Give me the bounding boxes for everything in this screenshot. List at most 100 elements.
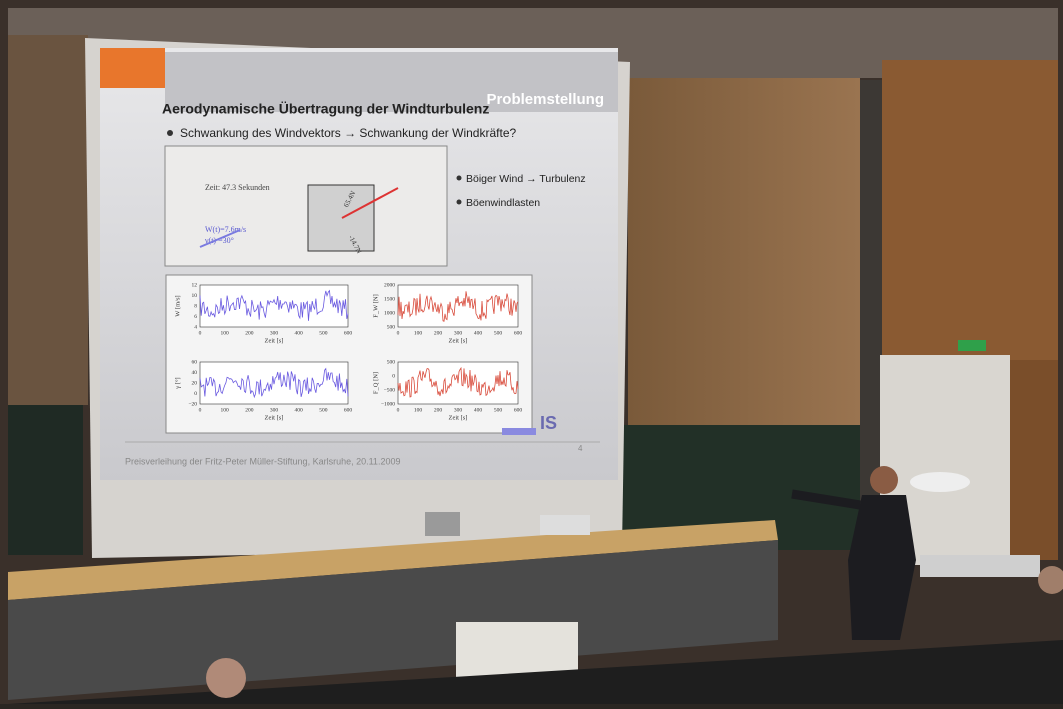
audience-head — [206, 658, 246, 698]
x-tick-label: 300 — [454, 330, 463, 336]
y-tick-label: −500 — [384, 387, 396, 393]
x-tick-label: 100 — [414, 407, 423, 413]
chalkboard-left — [8, 405, 83, 555]
x-tick-label: 200 — [245, 407, 254, 413]
x-tick-label: 100 — [221, 330, 230, 336]
presenter-arm — [791, 489, 861, 510]
y-tick-label: 1500 — [384, 296, 395, 302]
exit-sign — [958, 340, 986, 351]
x-tick-label: 600 — [514, 330, 523, 336]
seat-rows — [8, 640, 1063, 704]
slide-header: Problemstellung — [486, 91, 604, 108]
plot-signal — [397, 366, 519, 398]
wind-arrow — [199, 229, 241, 248]
x-tick-label: 200 — [434, 330, 443, 336]
y-tick-label: 0 — [194, 391, 197, 397]
slide-accent — [100, 48, 165, 88]
y-axis-label: γ [°] — [174, 377, 181, 389]
animation-box — [164, 145, 448, 267]
x-axis-label: Zeit [s] — [449, 337, 468, 344]
x-tick-label: 600 — [344, 407, 353, 413]
x-tick-label: 400 — [295, 407, 304, 413]
slide-bullet: Schwankung des Windvektors → Schwankung … — [180, 126, 516, 140]
x-tick-label: 500 — [494, 330, 503, 336]
pillar — [860, 80, 882, 530]
right-door — [1010, 360, 1058, 560]
x-tick-label: 400 — [474, 407, 483, 413]
bullet-dot — [456, 175, 462, 181]
x-axis-label: Zeit [s] — [449, 414, 468, 421]
y-tick-label: 20 — [192, 380, 198, 386]
structure-square — [307, 184, 375, 252]
y-tick-label: 6 — [194, 314, 197, 320]
laptop — [425, 512, 460, 536]
plot-signal — [199, 367, 349, 399]
y-tick-label: −1000 — [381, 401, 395, 407]
slide-title: Aerodynamische Übertragung der Windturbu… — [162, 101, 489, 117]
x-tick-label: 600 — [514, 407, 523, 413]
x-tick-label: 200 — [434, 407, 443, 413]
plot-axes — [397, 284, 519, 328]
plot-signal — [397, 291, 519, 322]
sink — [910, 472, 970, 492]
y-axis-label: F_Q [N] — [372, 372, 379, 394]
lectern-device — [540, 515, 590, 535]
force-arrow — [341, 187, 399, 219]
x-tick-label: 0 — [199, 407, 202, 413]
slide-header-bar — [165, 52, 618, 112]
side-bullet: Böenwindlasten — [466, 197, 540, 209]
x-tick-label: 0 — [199, 330, 202, 336]
x-tick-label: 500 — [494, 407, 503, 413]
bullet-dot — [456, 199, 462, 205]
desk-top — [8, 520, 778, 600]
animation-time: Zeit: 47.3 Sekunden — [205, 183, 270, 192]
bullet-dot — [167, 130, 173, 136]
x-tick-label: 300 — [270, 407, 279, 413]
x-tick-label: 200 — [245, 330, 254, 336]
x-tick-label: 400 — [474, 330, 483, 336]
x-tick-label: 100 — [221, 407, 230, 413]
y-tick-label: 1000 — [384, 310, 395, 316]
side-bullet: Böiger Wind → Turbulenz — [466, 173, 586, 185]
x-tick-label: 300 — [454, 407, 463, 413]
y-tick-label: 4 — [194, 324, 197, 330]
page-number: 4 — [578, 444, 583, 453]
y-tick-label: 2000 — [384, 282, 395, 288]
slide-footer: Preisverleihung der Fritz-Peter Müller-S… — [125, 456, 400, 466]
right-paneling — [882, 60, 1058, 360]
plot-signal — [199, 289, 349, 321]
back-wall — [628, 78, 860, 428]
y-axis-label: F_W [N] — [372, 294, 379, 318]
presenter-body — [848, 495, 916, 640]
y-tick-label: 10 — [192, 293, 198, 299]
y-tick-label: 40 — [192, 370, 198, 376]
x-tick-label: 300 — [270, 330, 279, 336]
x-tick-label: 500 — [319, 330, 328, 336]
y-tick-label: 0 — [392, 373, 395, 379]
y-tick-label: 500 — [387, 324, 396, 330]
x-tick-label: 500 — [319, 407, 328, 413]
desk-front — [8, 540, 778, 700]
y-tick-label: −20 — [188, 401, 197, 407]
side-table — [920, 555, 1040, 577]
y-tick-label: 500 — [387, 359, 396, 365]
x-tick-label: 0 — [397, 407, 400, 413]
y-tick-label: 60 — [192, 359, 198, 365]
y-tick-label: 8 — [194, 303, 197, 309]
x-axis-label: Zeit [s] — [265, 414, 284, 421]
logo-bar — [502, 428, 536, 435]
slide-logo: IS — [540, 413, 557, 433]
animation-wind: W(t)=7.6m/s — [205, 225, 246, 234]
x-tick-label: 400 — [295, 330, 304, 336]
x-tick-label: 0 — [397, 330, 400, 336]
animation-angle: γ(t) =30° — [204, 236, 234, 245]
audience-head — [1038, 566, 1063, 594]
x-axis-label: Zeit [s] — [265, 337, 284, 344]
y-axis-label: W [m/s] — [174, 295, 181, 316]
x-tick-label: 600 — [344, 330, 353, 336]
presenter-head — [870, 466, 898, 494]
left-wall — [8, 35, 88, 405]
y-tick-label: 12 — [192, 282, 198, 288]
